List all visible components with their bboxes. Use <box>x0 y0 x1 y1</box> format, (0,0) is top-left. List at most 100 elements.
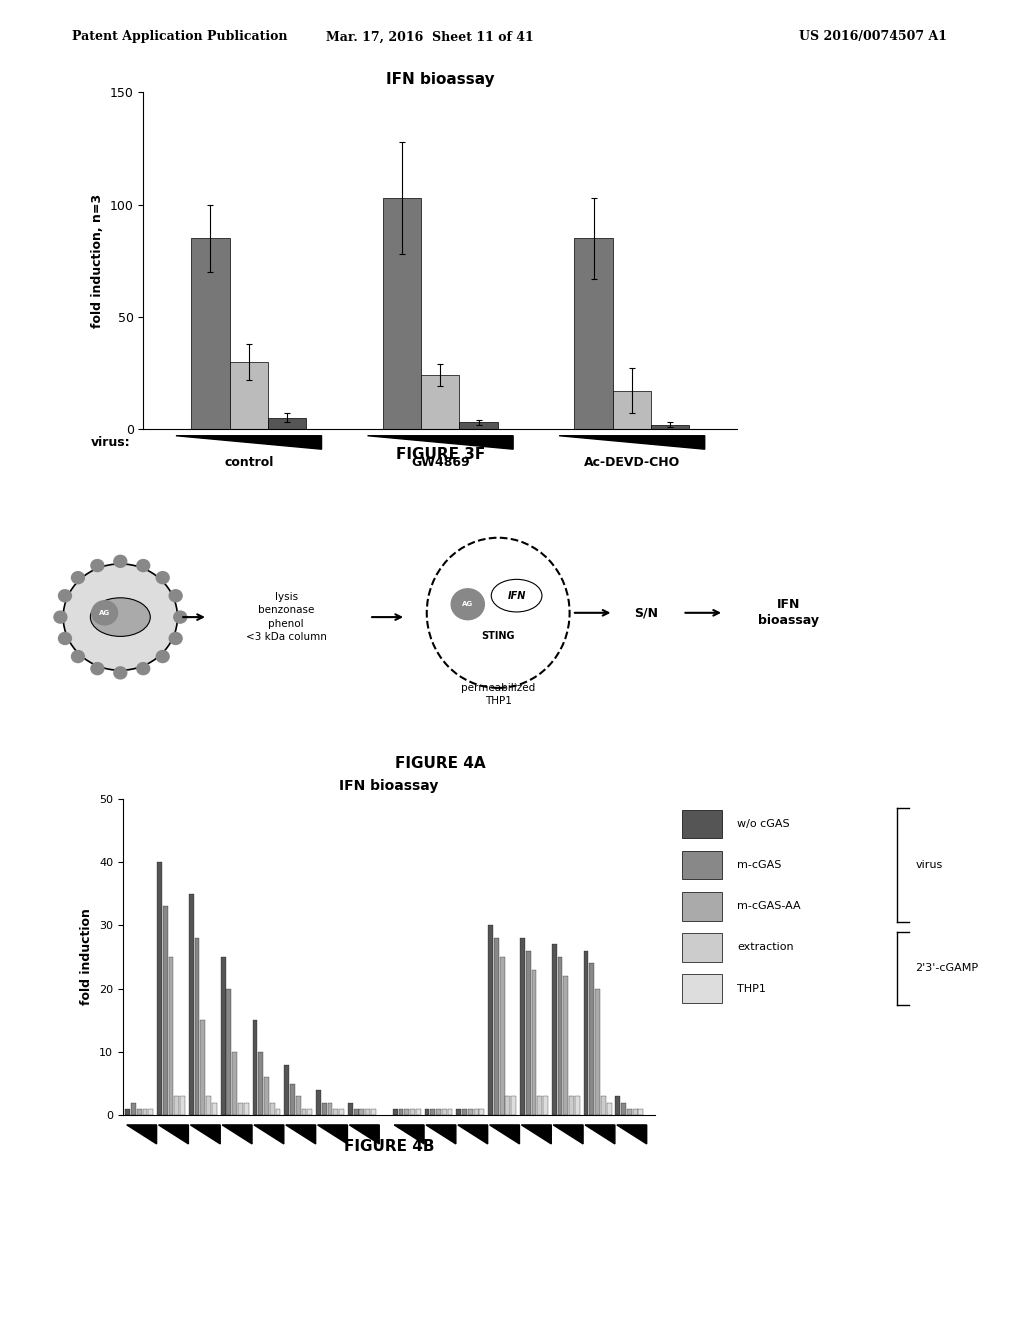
Text: S/N: S/N <box>634 606 657 619</box>
Bar <box>212 1102 217 1115</box>
Bar <box>244 1102 249 1115</box>
Text: THP1: THP1 <box>737 983 766 994</box>
Bar <box>238 1102 243 1115</box>
Text: lysis
benzonase
phenol
<3 kDa column: lysis benzonase phenol <3 kDa column <box>246 593 327 642</box>
Bar <box>302 1109 306 1115</box>
Polygon shape <box>489 1125 519 1144</box>
Bar <box>488 925 493 1115</box>
Circle shape <box>114 667 127 678</box>
Bar <box>174 1097 179 1115</box>
Polygon shape <box>521 1125 551 1144</box>
Polygon shape <box>190 1125 220 1144</box>
Polygon shape <box>159 1125 188 1144</box>
Bar <box>574 1097 580 1115</box>
Text: control: control <box>224 455 273 469</box>
Text: permeabilized
THP1: permeabilized THP1 <box>461 684 536 705</box>
Circle shape <box>58 590 72 602</box>
Text: m-cGAS: m-cGAS <box>737 861 781 870</box>
Text: extraction: extraction <box>737 942 794 953</box>
Bar <box>157 862 162 1115</box>
Text: FIGURE 4A: FIGURE 4A <box>395 756 485 771</box>
Text: AG: AG <box>99 610 111 616</box>
Bar <box>462 1109 467 1115</box>
Bar <box>290 1084 295 1115</box>
Bar <box>494 939 499 1115</box>
Bar <box>142 1109 147 1115</box>
Bar <box>457 1109 461 1115</box>
Bar <box>307 1109 312 1115</box>
Ellipse shape <box>427 537 569 688</box>
Polygon shape <box>458 1125 487 1144</box>
Text: m-cGAS-AA: m-cGAS-AA <box>737 902 801 911</box>
Bar <box>682 933 722 962</box>
Bar <box>506 1097 510 1115</box>
Bar <box>416 1109 421 1115</box>
Circle shape <box>91 663 103 675</box>
Circle shape <box>169 632 182 644</box>
Bar <box>682 892 722 920</box>
Bar <box>569 1097 573 1115</box>
Bar <box>682 809 722 838</box>
Bar <box>425 1109 429 1115</box>
Bar <box>511 1097 516 1115</box>
Bar <box>421 375 460 429</box>
Bar <box>296 1097 301 1115</box>
Bar <box>574 238 612 429</box>
Circle shape <box>169 590 182 602</box>
Text: w/o cGAS: w/o cGAS <box>737 818 790 829</box>
Bar <box>188 894 194 1115</box>
Bar <box>125 1109 130 1115</box>
Bar <box>615 1097 621 1115</box>
Bar <box>148 1109 154 1115</box>
Polygon shape <box>349 1125 379 1144</box>
Circle shape <box>63 564 177 671</box>
Text: FIGURE 4B: FIGURE 4B <box>344 1139 434 1154</box>
Circle shape <box>452 589 484 619</box>
Bar <box>383 198 421 429</box>
Bar <box>285 1065 289 1115</box>
Bar <box>595 989 600 1115</box>
Bar <box>525 950 530 1115</box>
Bar <box>447 1109 453 1115</box>
Bar <box>436 1109 441 1115</box>
Circle shape <box>91 560 103 572</box>
Text: Mar. 17, 2016  Sheet 11 of 41: Mar. 17, 2016 Sheet 11 of 41 <box>327 30 534 44</box>
Bar <box>353 1109 358 1115</box>
Bar <box>651 425 689 429</box>
Bar <box>316 1090 321 1115</box>
Polygon shape <box>553 1125 583 1144</box>
Text: STING: STING <box>481 631 515 642</box>
Bar <box>328 1102 333 1115</box>
Bar <box>195 939 200 1115</box>
Bar <box>557 957 562 1115</box>
Text: virus:: virus: <box>90 436 130 449</box>
Bar <box>563 975 568 1115</box>
Circle shape <box>157 651 169 663</box>
Bar <box>322 1102 327 1115</box>
Bar <box>543 1097 548 1115</box>
Bar <box>169 957 173 1115</box>
Bar <box>627 1109 632 1115</box>
Bar <box>500 957 505 1115</box>
Circle shape <box>137 560 150 572</box>
Text: IFN
bioassay: IFN bioassay <box>758 598 819 627</box>
Text: Ac-DEVD-CHO: Ac-DEVD-CHO <box>584 455 680 469</box>
Polygon shape <box>222 1125 252 1144</box>
Polygon shape <box>394 1125 424 1144</box>
Text: Patent Application Publication: Patent Application Publication <box>72 30 287 44</box>
Bar <box>520 939 524 1115</box>
Bar <box>334 1109 338 1115</box>
Bar <box>606 1102 611 1115</box>
Bar <box>268 417 306 429</box>
Polygon shape <box>368 436 513 449</box>
Text: GW4869: GW4869 <box>411 455 470 469</box>
Y-axis label: fold induction, n=3: fold induction, n=3 <box>91 194 104 327</box>
Text: US 2016/0074507 A1: US 2016/0074507 A1 <box>799 30 947 44</box>
Bar <box>552 944 557 1115</box>
Bar <box>474 1109 478 1115</box>
Bar <box>622 1102 626 1115</box>
Bar <box>590 964 594 1115</box>
Bar <box>270 1102 274 1115</box>
Bar <box>393 1109 397 1115</box>
Bar <box>359 1109 365 1115</box>
